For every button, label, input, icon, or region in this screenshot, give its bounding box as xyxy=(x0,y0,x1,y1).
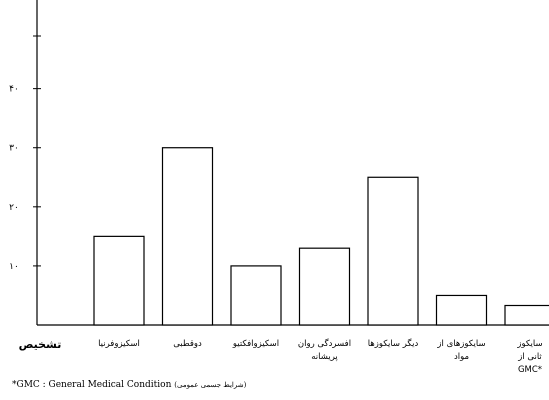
bar xyxy=(230,265,282,326)
bar xyxy=(298,247,351,326)
category-label: سایکوز xyxy=(516,339,542,349)
category-label: سایکوزهای از xyxy=(436,339,485,349)
chart-bars xyxy=(93,147,549,326)
chart-category-labels: اسکیزوفرنیا دوقطبی اسکیزوافکتیو افسردگی روا… xyxy=(98,338,543,375)
bar xyxy=(435,294,488,326)
category-label: افسردگی روان xyxy=(298,338,351,349)
bar xyxy=(161,147,214,326)
footnote-persian: (شرایط جسمی عمومی) xyxy=(174,381,247,389)
category-label: دوقطبی xyxy=(173,339,202,349)
bar xyxy=(504,304,549,326)
y-tick-label: ۲۰ xyxy=(9,203,19,213)
category-label: GMC* xyxy=(518,365,542,375)
category-label: مواد xyxy=(454,352,469,362)
category-label: اسکیزوفرنیا xyxy=(98,339,140,349)
bar-chart: ۱۰ ۲۰ ۳۰ ۴۰ اسکیزوفرنیا دوقطبی اسکیزوافکتیو اف… xyxy=(9,0,549,375)
bar xyxy=(93,235,145,326)
y-tick-label: ۳۰ xyxy=(9,144,19,154)
category-label: ثانی از xyxy=(517,352,542,362)
footnote-text: *GMC : General Medical Condition xyxy=(12,380,172,390)
footnote: *GMC : General Medical Condition (شرایط … xyxy=(12,380,246,390)
y-tick-label: ۴۰ xyxy=(9,85,19,95)
category-label: اسکیزوافکتیو xyxy=(232,339,279,349)
x-axis-title: تشخیص xyxy=(19,338,62,351)
category-label: دیگر سایکوزها xyxy=(368,338,419,349)
bar xyxy=(367,176,419,326)
category-label: پریشانه xyxy=(311,352,338,362)
y-tick-label: ۱۰ xyxy=(9,262,19,272)
